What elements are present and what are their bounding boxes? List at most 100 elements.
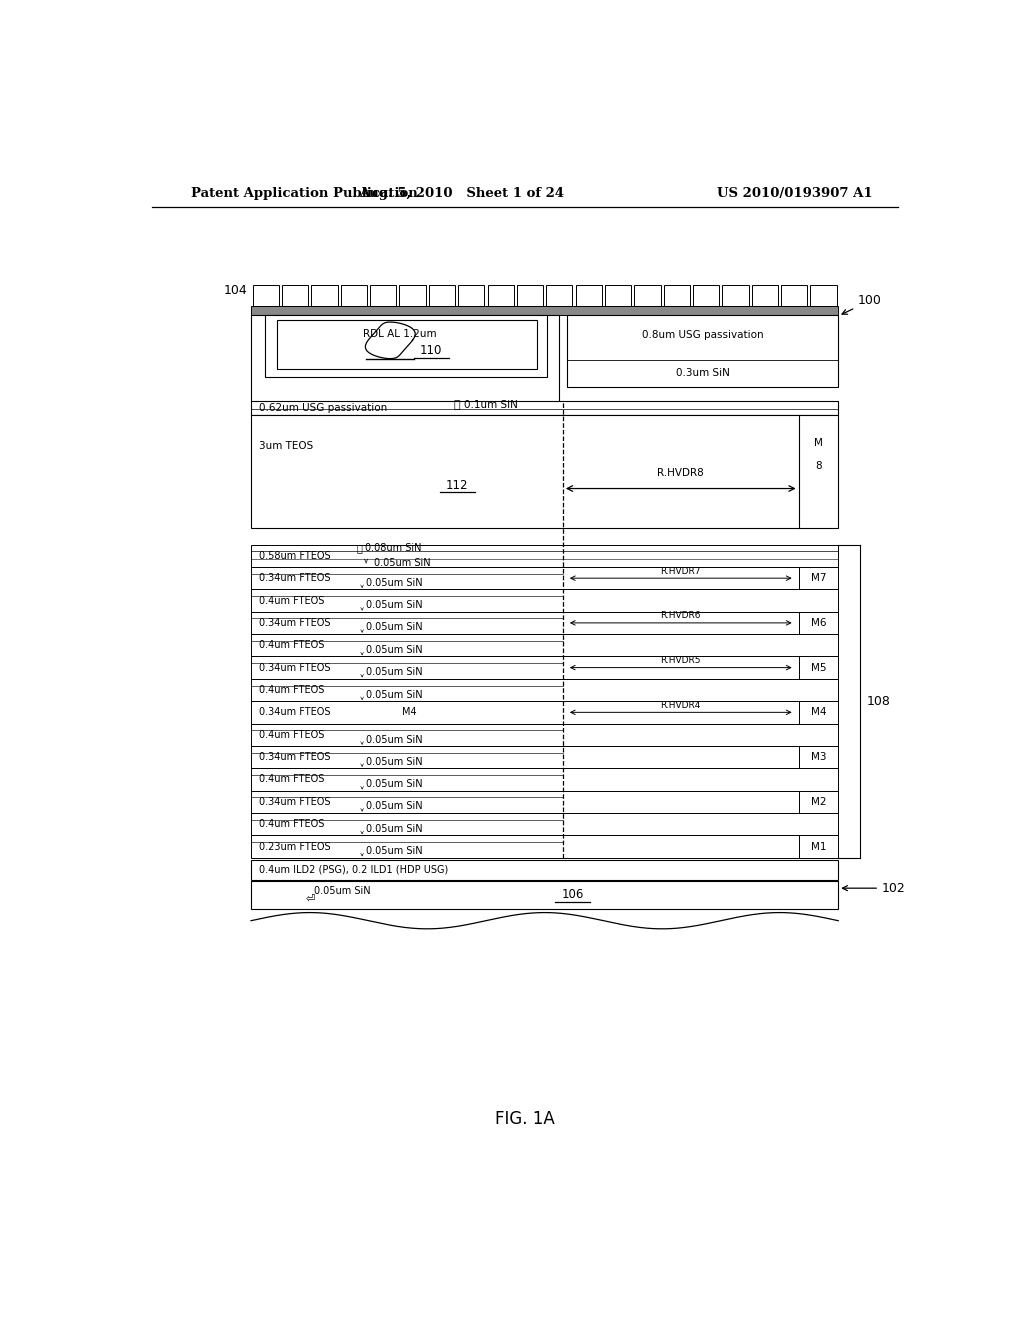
Text: M2: M2 [811,797,826,807]
Text: 0.4um FTEOS: 0.4um FTEOS [259,775,325,784]
Bar [605,285,631,306]
Bar [781,285,807,306]
Bar [251,656,839,678]
Text: 0.05um SiN: 0.05um SiN [367,846,423,855]
Bar [370,285,396,306]
Text: 0.8um USG passivation: 0.8um USG passivation [642,330,763,341]
Text: 0.4um FTEOS: 0.4um FTEOS [259,730,325,739]
Text: 100: 100 [842,294,882,314]
Text: 〈: 〈 [453,400,460,411]
Text: 3um TEOS: 3um TEOS [259,441,313,451]
Text: R.HVDR4: R.HVDR4 [660,701,701,710]
Text: 0.05um SiN: 0.05um SiN [314,887,371,896]
Text: 0.05um SiN: 0.05um SiN [367,622,423,632]
Text: 0.05um SiN: 0.05um SiN [367,601,423,610]
Text: 0.05um SiN: 0.05um SiN [374,558,431,568]
Text: 8: 8 [815,461,821,471]
Bar [546,285,572,306]
Bar [567,315,839,387]
Text: 108: 108 [867,694,891,708]
Text: M4: M4 [402,708,417,717]
Text: 0.4um FTEOS: 0.4um FTEOS [259,685,325,694]
Bar [811,285,837,306]
Bar [251,315,559,403]
Bar [278,319,538,368]
Bar [399,285,426,306]
Bar [251,414,839,528]
Bar [251,634,839,656]
Bar [251,401,839,414]
Text: 0.23um FTEOS: 0.23um FTEOS [259,842,331,851]
Bar [253,285,279,306]
Bar [752,285,778,306]
Bar [251,611,839,634]
Text: M5: M5 [811,663,826,673]
Text: 0.05um SiN: 0.05um SiN [367,667,423,677]
Text: 0.34um FTEOS: 0.34um FTEOS [259,797,331,807]
Text: R.HVDR5: R.HVDR5 [660,656,701,665]
Bar [251,545,839,568]
Text: 0.4um FTEOS: 0.4um FTEOS [259,595,325,606]
Text: R.HVDR7: R.HVDR7 [660,566,701,576]
Text: RDL AL 1.2um: RDL AL 1.2um [362,329,436,339]
Bar [251,746,839,768]
Bar [634,285,660,306]
Bar [575,285,602,306]
Text: R.HVDR6: R.HVDR6 [660,611,701,620]
Bar [487,285,514,306]
Text: 0.34um FTEOS: 0.34um FTEOS [259,752,331,762]
Text: FIG. 1A: FIG. 1A [495,1110,555,1127]
Text: R.HVDR8: R.HVDR8 [657,469,705,478]
Text: 106: 106 [561,888,584,902]
Bar [251,791,839,813]
Bar [517,285,543,306]
Bar [251,880,839,908]
Text: 0.05um SiN: 0.05um SiN [367,645,423,655]
Text: 0.34um FTEOS: 0.34um FTEOS [259,618,331,628]
Text: 0.05um SiN: 0.05um SiN [367,801,423,812]
Text: 0.05um SiN: 0.05um SiN [367,756,423,767]
Bar [251,306,839,315]
Text: 0.05um SiN: 0.05um SiN [367,824,423,834]
Text: 0.62um USG passivation: 0.62um USG passivation [259,403,387,413]
Text: 〈: 〈 [356,544,362,553]
Text: M3: M3 [811,752,826,762]
Text: 0.1um SiN: 0.1um SiN [464,400,517,411]
Text: 0.34um FTEOS: 0.34um FTEOS [259,573,331,583]
Text: US 2010/0193907 A1: US 2010/0193907 A1 [717,187,872,201]
Bar [341,285,367,306]
Bar [664,285,690,306]
Text: 0.4um ILD2 (PSG), 0.2 ILD1 (HDP USG): 0.4um ILD2 (PSG), 0.2 ILD1 (HDP USG) [259,865,449,875]
Text: Aug. 5, 2010   Sheet 1 of 24: Aug. 5, 2010 Sheet 1 of 24 [358,187,564,201]
Text: Patent Application Publication: Patent Application Publication [191,187,418,201]
Bar [265,315,547,378]
Text: 0.58um FTEOS: 0.58um FTEOS [259,550,331,561]
Text: 110: 110 [420,345,442,356]
Bar [251,568,839,589]
Text: 0.4um FTEOS: 0.4um FTEOS [259,820,325,829]
Bar [282,285,308,306]
Text: 0.34um FTEOS: 0.34um FTEOS [259,708,331,717]
Text: M7: M7 [811,573,826,583]
Text: 0.34um FTEOS: 0.34um FTEOS [259,663,331,673]
Bar [251,589,839,611]
Text: 0.05um SiN: 0.05um SiN [367,735,423,744]
Bar [251,813,839,836]
Bar [722,285,749,306]
Bar [693,285,719,306]
Bar [251,859,839,880]
Text: 102: 102 [843,882,905,895]
Bar [429,285,455,306]
Text: M: M [814,438,823,447]
Text: 0.05um SiN: 0.05um SiN [367,578,423,587]
Text: M4: M4 [811,708,826,717]
Text: ⏎: ⏎ [306,894,315,904]
Bar [458,285,484,306]
Text: 104: 104 [223,284,247,297]
Bar [251,723,839,746]
Text: 112: 112 [446,479,469,491]
Bar [251,768,839,791]
Text: 0.08um SiN: 0.08um SiN [366,544,422,553]
Bar [251,701,839,723]
Text: M1: M1 [811,842,826,851]
